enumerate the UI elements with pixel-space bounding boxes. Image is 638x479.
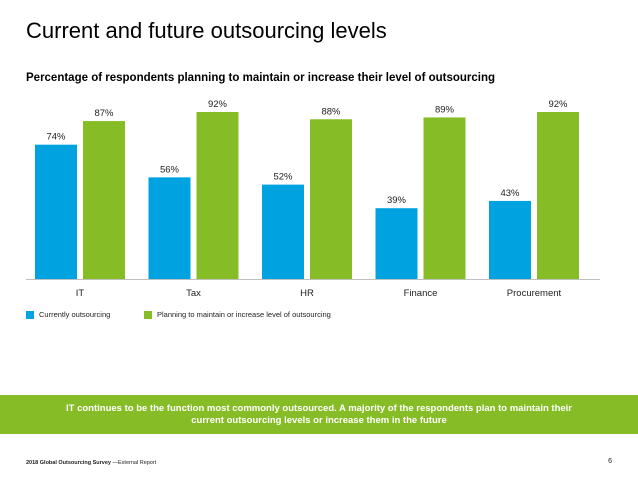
data-label-planning-finance: 89%: [435, 104, 455, 115]
bar-currently-finance: [375, 208, 418, 279]
footer-source: 2018 Global Outsourcing Survey —External…: [26, 460, 156, 466]
data-label-planning-procurement: 92%: [548, 99, 568, 110]
data-label-currently-finance: 39%: [387, 195, 407, 206]
bar-planning-tax: [196, 112, 239, 279]
x-tick-label-hr: HR: [300, 288, 314, 299]
legend-swatch-currently: [26, 310, 34, 319]
footer-report-name: 2018 Global Outsourcing Survey: [26, 460, 111, 466]
slide-title: Current and future outsourcing levels: [26, 18, 387, 43]
data-label-currently-procurement: 43%: [500, 188, 520, 199]
bar-chart: 74% 87% IT 56% 92% Tax 52% 88% HR 39% 89% Finance 43…: [26, 99, 600, 299]
bar-currently-procurement: [489, 200, 531, 279]
x-tick-label-procurement: Procurement: [507, 288, 562, 299]
legend-label-planning: Planning to maintain or increase level o…: [157, 310, 331, 319]
bar-currently-tax: [148, 177, 191, 279]
legend-item-planning: Planning to maintain or increase level o…: [144, 310, 331, 319]
x-tick-label-it: IT: [76, 288, 85, 299]
bar-currently-hr: [262, 184, 304, 279]
data-label-currently-it: 74%: [46, 132, 66, 143]
footer-report-suffix: —External Report: [110, 460, 157, 466]
chart-title: Percentage of respondents planning to ma…: [26, 72, 496, 84]
data-label-planning-tax: 92%: [208, 99, 228, 110]
legend-swatch-planning: [144, 310, 152, 319]
bar-planning-procurement: [537, 112, 579, 279]
page-number: 6: [608, 458, 612, 465]
callout-banner: IT continues to be the function most com…: [0, 395, 638, 434]
x-tick-label-tax: Tax: [186, 288, 201, 299]
data-label-currently-hr: 52%: [273, 172, 293, 183]
chart-legend: Currently outsourcing Planning to mainta…: [26, 310, 331, 319]
bar-planning-hr: [310, 119, 352, 280]
legend-label-currently: Currently outsourcing: [39, 310, 111, 319]
data-label-planning-it: 87%: [94, 108, 114, 119]
data-label-planning-hr: 88%: [321, 106, 341, 117]
bar-planning-it: [83, 121, 125, 280]
bar-currently-it: [35, 144, 77, 279]
bar-planning-finance: [423, 117, 466, 280]
callout-text: IT continues to be the function most com…: [66, 402, 572, 426]
x-tick-label-finance: Finance: [404, 288, 438, 299]
legend-item-currently: Currently outsourcing: [26, 310, 144, 319]
data-label-currently-tax: 56%: [160, 164, 180, 175]
